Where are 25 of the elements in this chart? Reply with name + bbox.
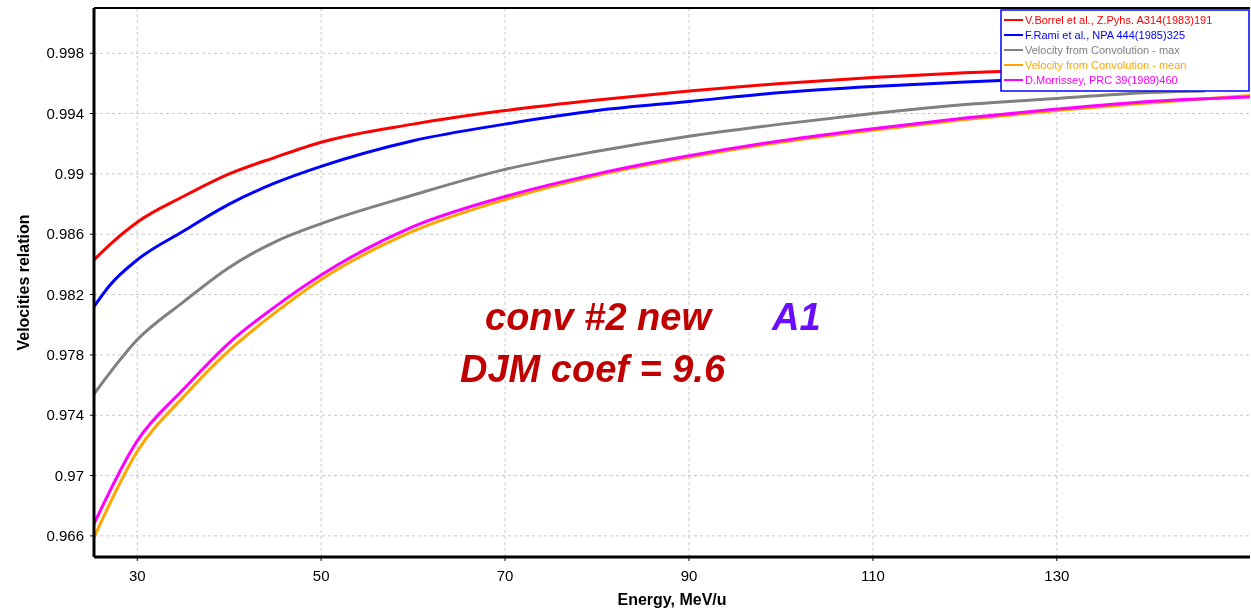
y-tick-label: 0.986	[46, 225, 84, 243]
legend-label: D.Morrissey, PRC 39(1989)460	[1025, 74, 1178, 86]
annotation: A1	[771, 296, 821, 338]
x-tick-label: 50	[312, 567, 330, 584]
legend-label: Velocity from Convolution - mean	[1025, 59, 1187, 71]
y-tick-label: 0.982	[46, 285, 84, 303]
y-tick-label: 0.978	[46, 345, 84, 363]
annotation: conv #2 new	[485, 296, 714, 338]
y-tick-label: 0.998	[46, 44, 84, 62]
legend-label: V.Borrel et al., Z.Pyhs. A314(1983)191	[1025, 14, 1213, 26]
legend-label: Velocity from Convolution - max	[1025, 44, 1181, 56]
y-tick-label: 0.974	[46, 406, 84, 424]
annotation: DJM coef = 9.6	[460, 348, 726, 390]
x-tick-label: 30	[128, 567, 146, 584]
y-axis-title: Velocities relation	[15, 214, 32, 351]
y-tick-label: 0.99	[54, 164, 84, 182]
x-tick-label: 70	[496, 567, 514, 584]
y-tick-label: 0.994	[46, 104, 84, 122]
y-tick-label: 0.97	[54, 466, 84, 484]
x-tick-label: 90	[680, 567, 698, 584]
x-tick-label: 110	[860, 567, 885, 584]
y-tick-label: 0.966	[46, 526, 84, 544]
legend-label: F.Rami et al., NPA 444(1985)325	[1025, 29, 1185, 41]
x-axis-title: Energy, MeV/u	[617, 591, 727, 608]
x-tick-label: 130	[1044, 567, 1070, 584]
